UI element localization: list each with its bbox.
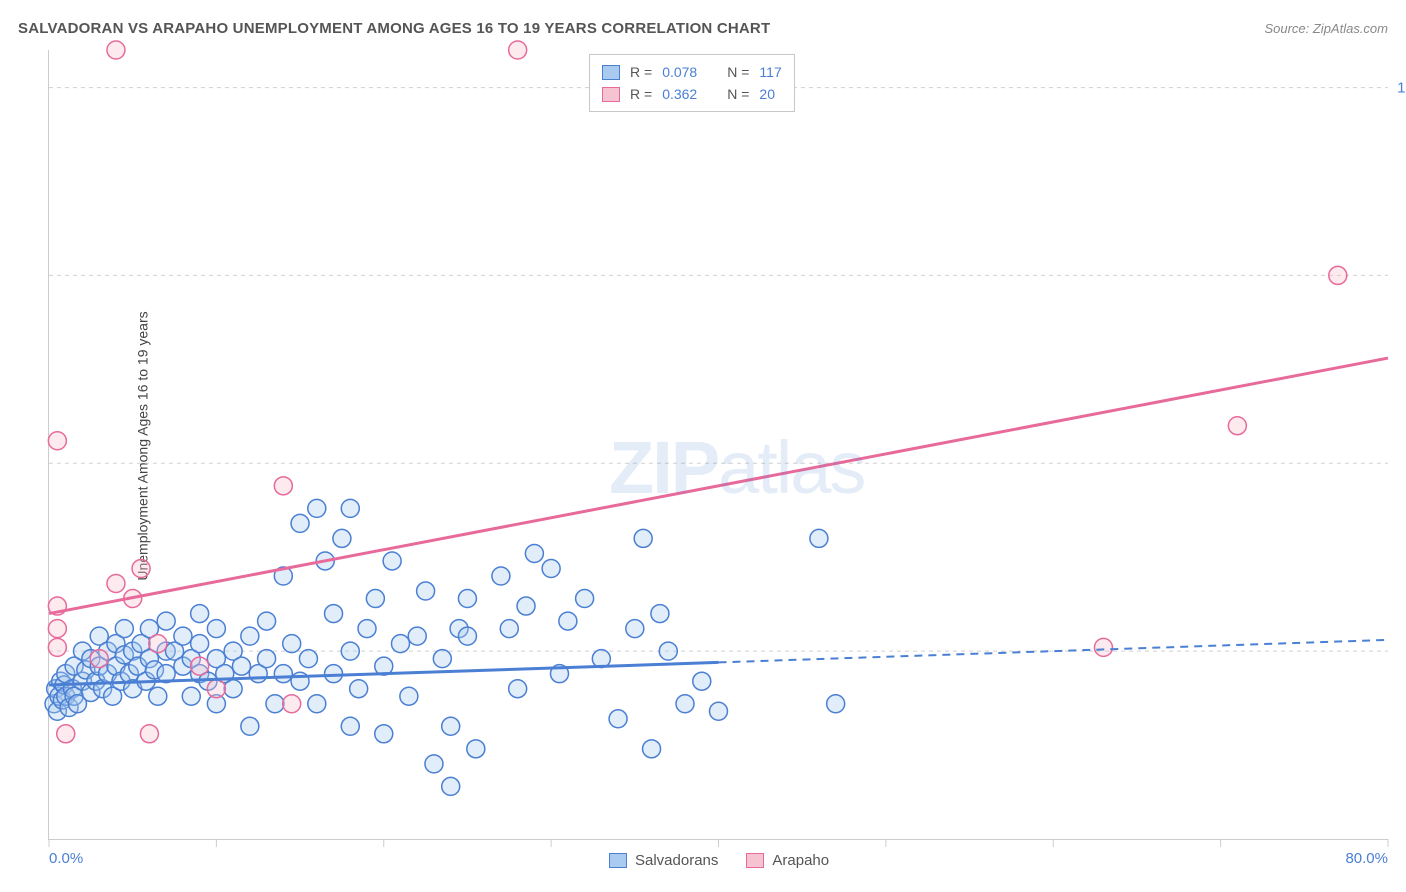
legend-item-salvadorans: Salvadorans <box>609 852 718 869</box>
x-tick-label: 80.0% <box>1345 850 1388 867</box>
swatch-salvadorans <box>602 65 620 80</box>
swatch-arapaho <box>746 853 764 868</box>
chart-area: ZIPatlas R = 0.078 N = 117 R = 0.362 N =… <box>48 50 1388 840</box>
swatch-salvadorans <box>609 853 627 868</box>
source-label: Source: ZipAtlas.com <box>1264 21 1388 36</box>
scatter-plot <box>49 50 1388 839</box>
header: SALVADORAN VS ARAPAHO UNEMPLOYMENT AMONG… <box>18 20 1388 37</box>
bottom-legend: Salvadorans Arapaho <box>609 852 829 869</box>
legend-item-arapaho: Arapaho <box>746 852 829 869</box>
stats-row-salvadorans: R = 0.078 N = 117 <box>602 61 782 83</box>
stats-row-arapaho: R = 0.362 N = 20 <box>602 83 782 105</box>
chart-title: SALVADORAN VS ARAPAHO UNEMPLOYMENT AMONG… <box>18 20 770 37</box>
y-tick-label: 100.0% <box>1397 79 1406 96</box>
stats-legend: R = 0.078 N = 117 R = 0.362 N = 20 <box>589 54 795 112</box>
x-tick-label: 0.0% <box>49 850 83 867</box>
swatch-arapaho <box>602 87 620 102</box>
